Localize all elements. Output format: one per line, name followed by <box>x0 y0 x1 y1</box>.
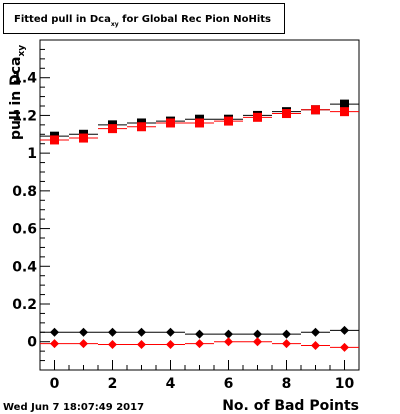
data-point <box>50 339 59 349</box>
plot-frame <box>39 39 360 371</box>
data-point <box>253 337 262 347</box>
x-axis-title: No. of Bad Points <box>222 398 359 414</box>
x-tick-label: 10 <box>335 376 355 392</box>
x-tick-label: 0 <box>50 376 60 392</box>
data-point <box>311 340 320 350</box>
data-point <box>311 327 320 337</box>
data-point <box>282 329 291 339</box>
data-point <box>50 135 59 145</box>
y-axis-title-main: pull in Dca <box>8 57 24 140</box>
data-point <box>50 327 59 337</box>
y-axis: 0 0.2 0.4 0.6 0.8 1 1.2 1.4 <box>12 48 50 362</box>
data-point <box>340 325 349 335</box>
data-point <box>137 122 146 132</box>
data-point <box>195 118 204 128</box>
data-point <box>79 339 88 349</box>
x-tick-label: 2 <box>108 376 118 392</box>
data-point <box>311 105 320 115</box>
data-point <box>166 118 175 128</box>
chart-title: Fitted pull in Dcaxy for Global Rec Pion… <box>14 14 271 28</box>
data-point <box>108 327 117 337</box>
y-tick-label: 0.6 <box>12 222 37 238</box>
data-point <box>253 329 262 339</box>
data-point <box>79 327 88 337</box>
y-tick-label: 1.2 <box>12 108 37 124</box>
chart-title-subscript: xy <box>111 21 119 28</box>
x-axis: 0 2 4 6 8 10 <box>50 360 355 392</box>
chart-title-main: Fitted pull in Dca <box>14 14 111 25</box>
y-tick-label: 1.4 <box>12 71 37 87</box>
y-tick-label: 0 <box>27 335 37 351</box>
series-3 <box>40 337 359 352</box>
series-1 <box>40 105 359 145</box>
x-tick-label: 6 <box>224 376 234 392</box>
chart-title-rest: for Global Rec Pion NoHits <box>119 14 271 25</box>
data-point <box>253 112 262 122</box>
data-point <box>79 133 88 143</box>
y-tick-label: 0.2 <box>12 297 37 313</box>
x-tick-label: 4 <box>166 376 176 392</box>
data-point <box>340 342 349 352</box>
data-point <box>166 340 175 350</box>
data-series <box>40 99 359 352</box>
data-point <box>137 327 146 337</box>
data-point <box>282 339 291 349</box>
data-point <box>224 116 233 126</box>
series-2 <box>40 325 359 339</box>
data-point <box>224 337 233 347</box>
data-point <box>224 329 233 339</box>
data-point <box>195 329 204 339</box>
data-point <box>340 99 349 109</box>
x-tick-label: 8 <box>282 376 292 392</box>
data-point <box>195 339 204 349</box>
y-tick-label: 0.4 <box>12 259 37 275</box>
y-tick-label: 1 <box>27 146 37 162</box>
y-tick-label: 0.8 <box>12 184 37 200</box>
data-point <box>166 327 175 337</box>
data-point <box>137 340 146 350</box>
data-point <box>108 340 117 350</box>
data-point <box>282 109 291 119</box>
y-axis-title: pull in Dcaxy <box>8 45 27 140</box>
data-point <box>340 107 349 117</box>
data-point <box>108 124 117 134</box>
y-axis-title-subscript: xy <box>17 45 27 57</box>
timestamp-label: Wed Jun 7 18:07:49 2017 <box>3 402 144 413</box>
chart-title-box: Fitted pull in Dcaxy for Global Rec Pion… <box>3 3 285 34</box>
